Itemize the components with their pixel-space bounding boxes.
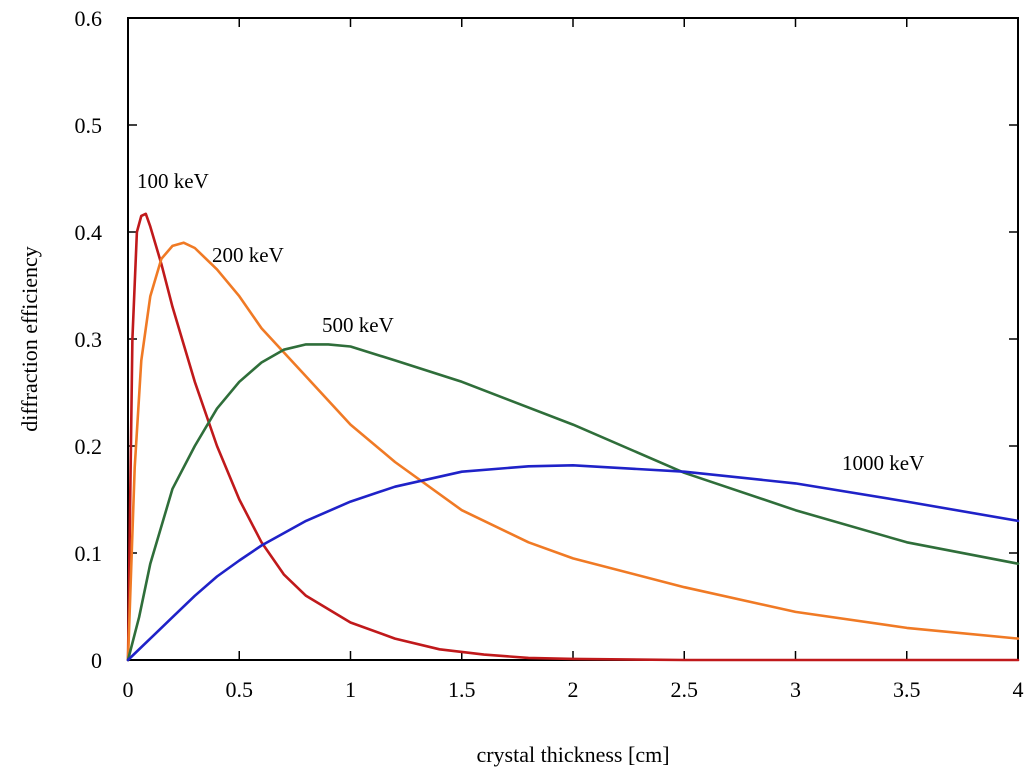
series-line-500-kev (126, 343, 1020, 662)
y-tick-label: 0.6 (75, 6, 103, 31)
series-line-100-kev (126, 212, 1020, 662)
y-axis-title: diffraction efficiency (17, 246, 42, 432)
x-axis-ticks: 0 0.5 1 1.5 2 2.5 3 3.5 4 (123, 18, 1024, 702)
x-tick-label: 1.5 (448, 677, 476, 702)
y-axis-ticks: 0 0.1 0.2 0.3 0.4 0.5 0.6 (75, 6, 1018, 673)
y-tick-label: 0.4 (75, 220, 103, 245)
x-tick-label: 4 (1013, 677, 1024, 702)
x-tick-label: 3 (790, 677, 801, 702)
series-label-500-kev: 500 keV (322, 313, 394, 337)
x-tick-label: 1 (345, 677, 356, 702)
series-label-1000-kev: 1000 keV (842, 451, 924, 475)
y-tick-label: 0 (91, 648, 102, 673)
y-tick-label: 0.3 (75, 327, 103, 352)
x-tick-label: 2 (568, 677, 579, 702)
x-tick-label: 0.5 (226, 677, 254, 702)
x-tick-label: 2.5 (671, 677, 699, 702)
x-tick-label: 3.5 (893, 677, 921, 702)
x-tick-label: 0 (123, 677, 134, 702)
y-tick-label: 0.1 (75, 541, 103, 566)
y-tick-label: 0.2 (75, 434, 103, 459)
series-line-200-kev (126, 241, 1020, 662)
series-label-100-kev: 100 keV (137, 169, 209, 193)
plot-frame (127, 17, 1019, 661)
series-label-200-kev: 200 keV (212, 243, 284, 267)
series-lines (126, 212, 1020, 662)
series-labels: 100 keV 200 keV 500 keV 1000 keV (137, 169, 924, 475)
x-axis-title: crystal thickness [cm] (476, 742, 669, 767)
y-tick-label: 0.5 (75, 113, 103, 138)
series-line-1000-kev (126, 464, 1020, 662)
